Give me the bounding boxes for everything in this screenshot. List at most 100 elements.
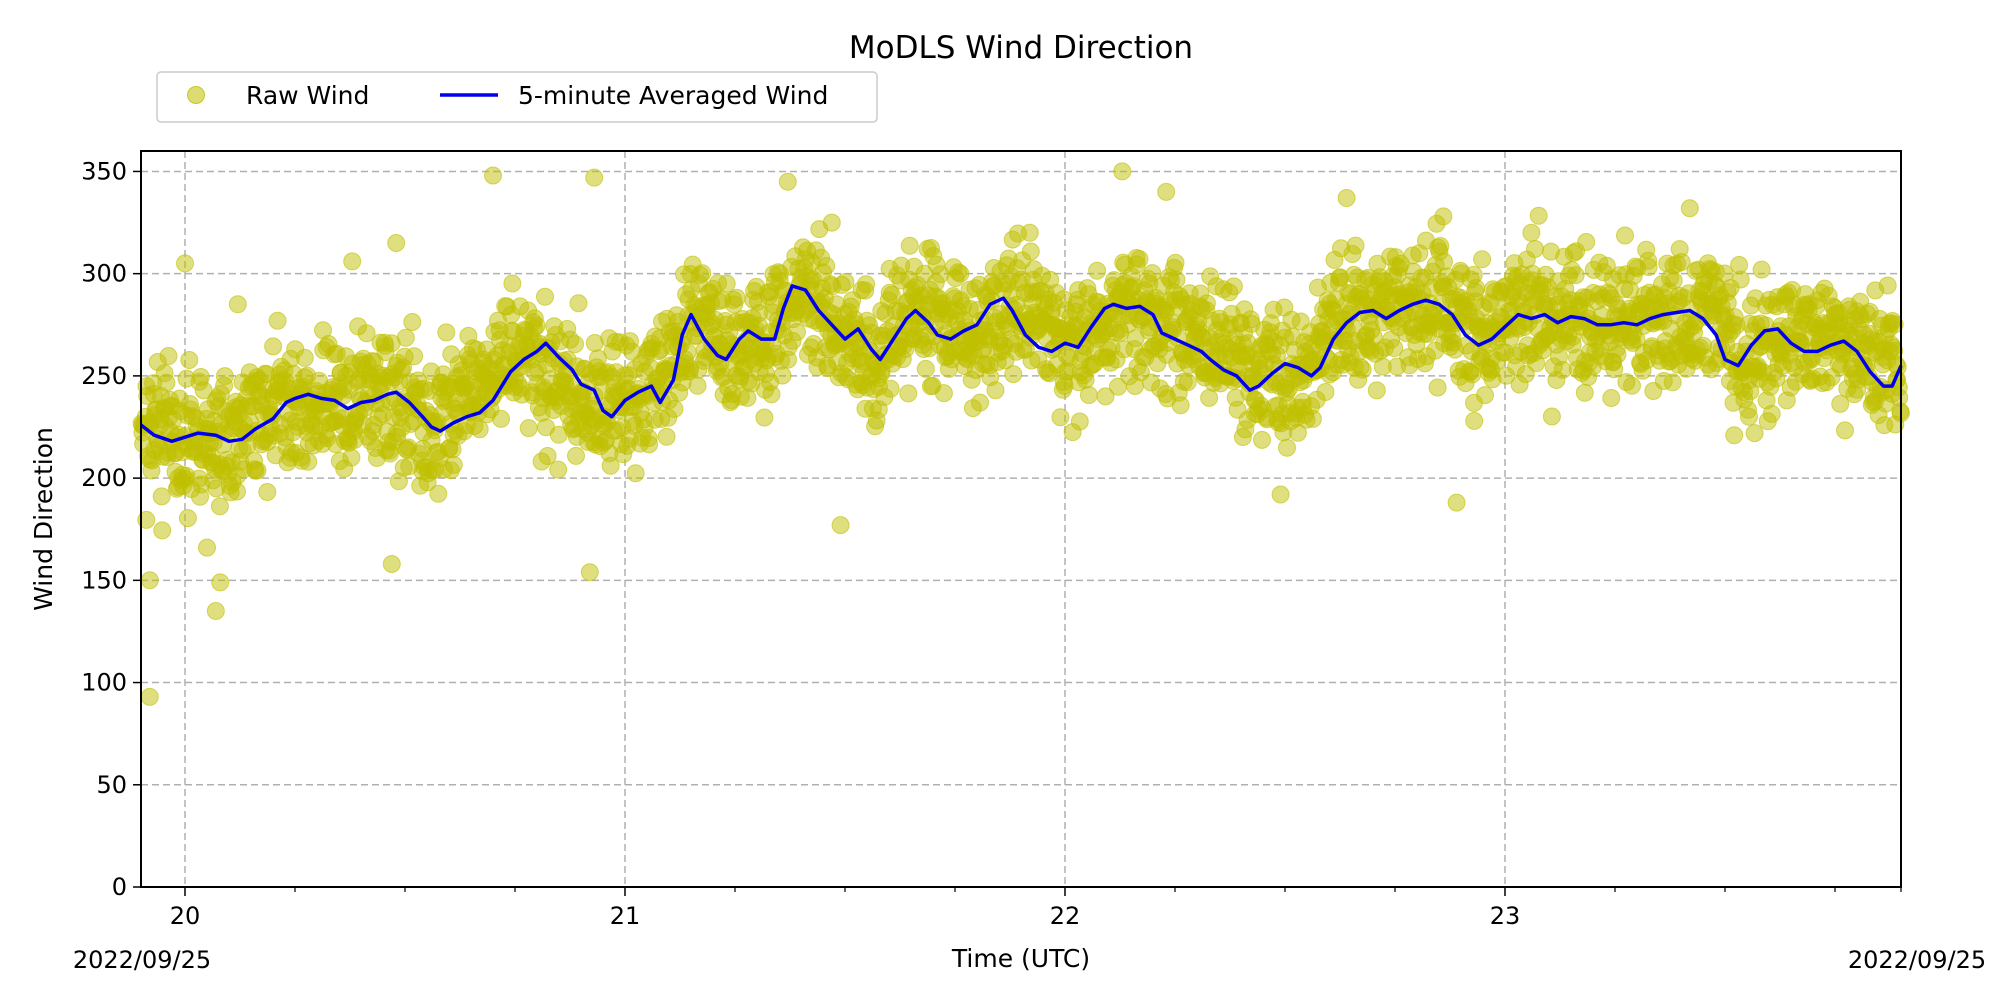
- raw-wind-point: [1337, 189, 1356, 207]
- raw-wind-point: [396, 328, 415, 347]
- raw-wind-point: [762, 385, 781, 404]
- legend-marker-raw-wind: [187, 86, 205, 104]
- raw-wind-point: [228, 482, 246, 501]
- raw-wind-point: [1431, 237, 1450, 255]
- raw-wind-point: [881, 379, 900, 398]
- y-tick-label: 100: [81, 669, 127, 697]
- raw-wind-point: [1762, 404, 1781, 423]
- x-tick-label: 22: [1050, 902, 1081, 930]
- raw-wind-point: [1096, 387, 1115, 406]
- raw-wind-point: [1447, 493, 1466, 512]
- raw-wind-point: [152, 487, 171, 506]
- raw-wind-point: [566, 335, 584, 354]
- raw-wind-point: [194, 381, 213, 400]
- x-axis-ticks: 20 21 22 23: [170, 887, 1902, 930]
- raw-wind-point: [1752, 260, 1771, 279]
- raw-wind-point: [1885, 315, 1904, 334]
- raw-wind-point: [1303, 409, 1322, 428]
- raw-wind-point: [405, 347, 424, 366]
- raw-wind-point: [1740, 407, 1758, 426]
- raw-wind-point: [1605, 360, 1624, 379]
- raw-wind-point: [1143, 264, 1162, 283]
- raw-wind-point: [215, 367, 234, 386]
- raw-wind-point: [1200, 388, 1219, 407]
- raw-wind-point: [817, 256, 836, 275]
- raw-wind-points: [132, 162, 1910, 706]
- raw-wind-point: [403, 313, 422, 331]
- raw-wind-point: [198, 538, 216, 557]
- raw-wind-point: [1385, 339, 1404, 357]
- raw-wind-point: [211, 573, 230, 592]
- date-label-left: 2022/09/25: [73, 946, 211, 974]
- raw-wind-point: [1224, 277, 1243, 296]
- raw-wind-point: [503, 274, 522, 293]
- raw-wind-point: [1428, 378, 1447, 397]
- y-tick-label: 50: [96, 771, 127, 799]
- grid-lines: [141, 151, 1901, 887]
- raw-wind-point: [1680, 199, 1699, 218]
- raw-wind-point: [688, 376, 707, 395]
- raw-wind-point: [153, 521, 172, 540]
- raw-wind-point: [657, 427, 676, 446]
- raw-wind-point: [831, 516, 850, 535]
- raw-wind-point: [1878, 276, 1897, 295]
- x-tick-label: 20: [170, 902, 201, 930]
- raw-wind-point: [1831, 394, 1850, 413]
- raw-wind-point: [986, 381, 1005, 400]
- raw-wind-point: [1166, 253, 1185, 272]
- raw-wind-point: [1051, 408, 1070, 427]
- raw-wind-point: [437, 323, 456, 342]
- raw-wind-point: [536, 287, 554, 306]
- raw-wind-point: [1130, 250, 1149, 268]
- y-tick-label: 300: [81, 260, 127, 288]
- raw-wind-point: [159, 347, 178, 365]
- raw-wind-point: [206, 602, 225, 620]
- raw-wind-point: [773, 366, 792, 385]
- raw-wind-point: [1542, 407, 1561, 426]
- raw-wind-point: [717, 274, 736, 293]
- raw-wind-point: [295, 348, 314, 367]
- raw-wind-point: [1529, 206, 1548, 225]
- raw-wind-point: [693, 264, 712, 283]
- raw-wind-point: [343, 252, 362, 271]
- raw-wind-point: [916, 359, 935, 378]
- raw-wind-point: [1608, 345, 1627, 364]
- raw-wind-point: [580, 563, 599, 582]
- raw-wind-point: [601, 456, 620, 475]
- raw-wind-point: [210, 497, 229, 516]
- raw-wind-point: [1346, 236, 1365, 255]
- raw-wind-point: [822, 213, 841, 232]
- y-tick-label: 350: [81, 157, 127, 185]
- raw-wind-point: [1476, 386, 1494, 405]
- raw-wind-point: [1731, 270, 1750, 289]
- raw-wind-point: [1664, 271, 1683, 290]
- y-tick-label: 0: [112, 873, 127, 901]
- legend-frame: [156, 71, 878, 123]
- raw-wind-point: [569, 294, 588, 313]
- raw-wind-point: [444, 455, 463, 474]
- raw-wind-point: [299, 452, 318, 471]
- raw-wind-point: [357, 324, 376, 343]
- raw-wind-point: [1575, 383, 1594, 402]
- raw-wind-point: [1672, 253, 1691, 271]
- raw-wind-point: [1616, 226, 1634, 245]
- raw-wind-point: [1021, 242, 1040, 261]
- date-label-right: 2022/09/25: [1848, 946, 1986, 974]
- raw-wind-point: [1639, 258, 1658, 276]
- raw-wind-point: [1020, 223, 1039, 242]
- plot-frame: [140, 150, 1902, 888]
- raw-wind-point: [140, 571, 159, 590]
- raw-wind-point: [429, 484, 448, 503]
- raw-wind-point: [1745, 424, 1764, 443]
- raw-wind-point: [268, 311, 287, 330]
- raw-wind-point: [1836, 421, 1854, 440]
- x-tick-label: 23: [1490, 902, 1521, 930]
- raw-wind-point: [1113, 162, 1132, 181]
- legend-label-raw-wind: Raw Wind: [246, 81, 369, 110]
- y-tick-label: 150: [81, 566, 127, 594]
- raw-wind-point: [836, 273, 855, 291]
- raw-wind-point: [1079, 386, 1098, 404]
- raw-wind-point: [176, 254, 194, 273]
- raw-wind-point: [519, 419, 538, 438]
